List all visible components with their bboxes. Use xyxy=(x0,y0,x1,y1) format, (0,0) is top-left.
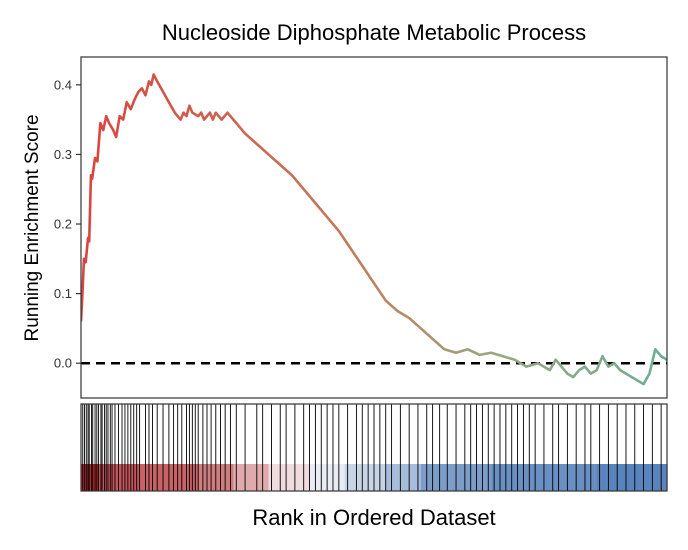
y-tick-label: 0.3 xyxy=(54,147,72,162)
rank-color-segment xyxy=(268,464,311,491)
y-tick-label: 0.4 xyxy=(54,77,72,92)
rank-color-segment xyxy=(344,464,387,491)
chart-title: Nucleoside Diphosphate Metabolic Process xyxy=(162,20,586,45)
y-tick-label: 0.0 xyxy=(54,356,72,371)
y-axis-label: Running Enrichment Score xyxy=(22,114,43,341)
enrichment-panel-frame xyxy=(80,56,668,399)
x-axis-label: Rank in Ordered Dataset xyxy=(252,505,495,530)
y-tick-label: 0.2 xyxy=(54,217,72,232)
y-axis-ticks: 0.0 0.1 0.2 0.3 0.4 xyxy=(54,77,81,371)
rank-color-segment xyxy=(596,464,668,491)
rank-color-segment xyxy=(385,464,422,491)
rank-color-segment xyxy=(233,464,270,491)
enrichment-score-line xyxy=(81,73,667,386)
y-tick-label: 0.1 xyxy=(54,286,72,301)
hits-panel-frame xyxy=(80,403,668,492)
gene-hit-marks xyxy=(82,404,662,491)
rank-color-segment xyxy=(98,464,141,491)
